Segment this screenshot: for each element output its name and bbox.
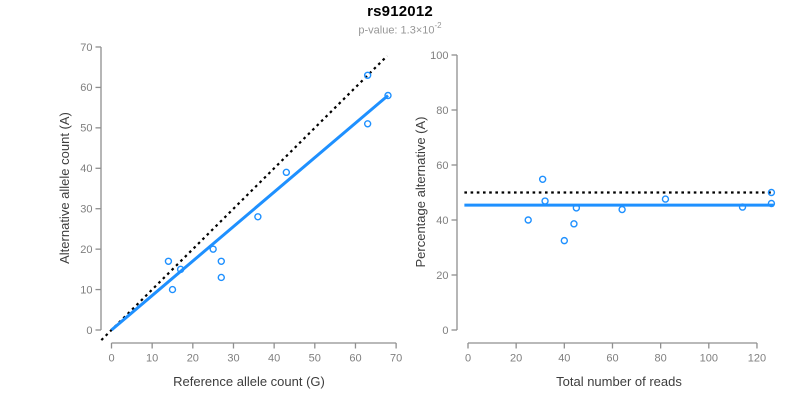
data-point — [738, 203, 747, 211]
data-point — [254, 213, 262, 221]
x-tick-label: 20 — [187, 353, 199, 365]
y-tick-label: 20 — [80, 244, 92, 256]
y-tick-label: 60 — [80, 82, 92, 94]
y-tick-label: 80 — [436, 105, 448, 117]
x-tick-label: 50 — [309, 353, 321, 365]
y-tick-label: 70 — [80, 42, 92, 54]
title-block: rs912012 p-value: 1.3×10-2 — [0, 3, 800, 37]
x-tick-label: 10 — [146, 353, 158, 365]
data-point — [363, 71, 372, 79]
plot-title: rs912012 — [367, 3, 433, 20]
data-point — [217, 257, 225, 265]
left-xaxis-label: Reference allele count (G) — [173, 374, 325, 389]
y-tick-label: 50 — [80, 123, 92, 135]
x-tick-label: 100 — [700, 353, 718, 365]
x-tick-label: 60 — [349, 353, 361, 365]
x-tick-label: 0 — [465, 353, 471, 365]
y-tick-label: 0 — [442, 325, 448, 337]
y-tick-label: 40 — [436, 215, 448, 227]
data-point — [282, 168, 291, 177]
y-tick-label: 100 — [430, 50, 448, 62]
data-point — [168, 285, 177, 294]
x-tick-label: 20 — [510, 353, 522, 365]
y-tick-label: 0 — [86, 325, 92, 337]
right-xaxis-label: Total number of reads — [556, 374, 682, 389]
x-tick-label: 120 — [748, 353, 766, 365]
data-point — [560, 236, 569, 245]
data-point — [572, 204, 581, 212]
x-tick-label: 0 — [108, 353, 114, 365]
data-point — [384, 91, 392, 100]
subtitle-exponent: -2 — [434, 21, 442, 30]
y-tick-label: 40 — [80, 163, 92, 175]
data-point — [164, 257, 173, 265]
data-point — [209, 245, 217, 253]
data-point — [363, 120, 372, 128]
identity-line — [100, 55, 388, 341]
x-tick-label: 80 — [655, 353, 667, 365]
left-yaxis-label: Alternative allele count (A) — [57, 112, 72, 264]
y-tick-label: 20 — [436, 270, 448, 282]
data-point — [767, 199, 776, 208]
y-tick-label: 60 — [436, 160, 448, 172]
data-point — [524, 216, 532, 224]
y-tick-label: 10 — [80, 284, 92, 296]
data-point — [217, 273, 225, 282]
data-point — [538, 175, 547, 184]
fit-line — [110, 94, 389, 332]
x-tick-label: 40 — [558, 353, 570, 365]
x-tick-label: 70 — [390, 353, 402, 365]
right-yaxis-label: Percentage alternative (A) — [413, 116, 428, 268]
y-tick-label: 30 — [80, 204, 92, 216]
x-tick-label: 30 — [227, 353, 239, 365]
plot-subtitle: p-value: 1.3×10-2 — [0, 21, 800, 37]
data-point — [618, 205, 626, 214]
data-point — [661, 195, 670, 203]
x-tick-label: 40 — [268, 353, 280, 365]
data-point — [767, 188, 776, 197]
x-tick-label: 60 — [606, 353, 618, 365]
subtitle-text: p-value: 1.3×10 — [358, 24, 435, 37]
data-point — [541, 197, 549, 205]
data-point — [176, 265, 185, 274]
data-point — [570, 220, 578, 228]
